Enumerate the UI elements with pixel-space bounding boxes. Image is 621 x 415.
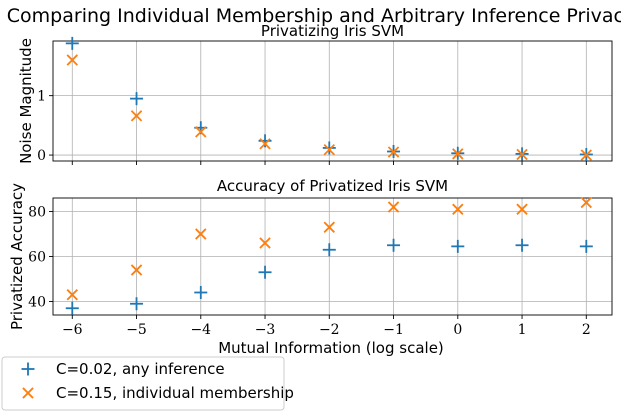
x-tick-label: −4 — [190, 322, 211, 338]
x-marker-b — [452, 203, 464, 215]
data-point — [452, 148, 464, 160]
data-point — [259, 138, 271, 150]
legend: C=0.02, any inference C=0.15, individual … — [1, 356, 294, 411]
legend-marker — [21, 362, 35, 376]
legend-box — [1, 356, 285, 411]
data-point — [258, 265, 272, 279]
y-tick-label: 1 — [37, 89, 46, 105]
x-marker-b — [130, 264, 143, 276]
x-marker-b — [22, 387, 34, 399]
series-1 — [65, 36, 593, 161]
x-tick-label: −5 — [126, 322, 147, 338]
figure-title: Comparing Individual Membership and Arbi… — [7, 5, 621, 27]
y-tick-label: 0 — [37, 148, 46, 164]
data-point — [579, 239, 593, 253]
x-marker-b — [259, 237, 271, 249]
data-point — [323, 144, 335, 156]
data-point — [451, 239, 465, 253]
data-point — [194, 286, 208, 299]
x-axis-label: Mutual Information (log scale) — [218, 339, 444, 357]
data-point — [516, 203, 528, 215]
data-point — [452, 203, 464, 215]
legend-label: C=0.02, any inference — [56, 360, 225, 378]
data-point — [323, 221, 335, 233]
y-axis-label: Noise Magnitude — [17, 38, 35, 164]
data-point — [195, 228, 207, 240]
series-1 — [65, 238, 593, 315]
data-point — [130, 110, 143, 122]
data-point — [65, 301, 79, 315]
series-2 — [66, 196, 593, 301]
x-marker-b — [195, 126, 207, 138]
noise-magnitude-panel: 0 1 Privatizing Iris SVM Noise Magnitude — [17, 22, 613, 165]
x-marker-b — [387, 201, 400, 213]
data-point — [66, 289, 78, 301]
x-marker-b — [195, 228, 207, 240]
data-point — [258, 134, 272, 148]
x-marker-b — [259, 138, 271, 150]
x-tick-label: −3 — [255, 322, 276, 338]
data-point — [259, 237, 271, 249]
x-marker-b — [66, 54, 78, 66]
x-marker-b — [580, 149, 593, 161]
data-point — [580, 196, 593, 209]
data-point — [130, 297, 144, 311]
x-tick-label: −2 — [319, 322, 340, 338]
data-point — [130, 92, 144, 106]
y-tick-label: 80 — [28, 205, 46, 221]
x-tick-label: −1 — [383, 322, 404, 338]
x-marker-b — [387, 146, 400, 158]
x-tick-label: 0 — [453, 322, 462, 338]
panel-title: Accuracy of Privatized Iris SVM — [217, 177, 448, 195]
data-point — [387, 201, 400, 213]
data-point — [322, 141, 336, 155]
data-point — [516, 148, 528, 161]
data-point — [65, 36, 79, 50]
plot-frame — [52, 40, 613, 162]
x-marker-b — [323, 221, 335, 233]
y-tick-label: 40 — [28, 295, 46, 311]
data-point — [387, 146, 400, 158]
x-tick-label: −6 — [62, 322, 83, 338]
y-tick-label: 60 — [28, 250, 46, 266]
x-marker-b — [516, 203, 528, 215]
data-point — [580, 149, 593, 161]
x-marker-b — [323, 144, 335, 156]
plot-frame — [52, 197, 613, 316]
x-marker-b — [130, 110, 143, 122]
data-point — [130, 264, 143, 276]
series-2 — [66, 54, 593, 161]
data-point — [515, 238, 529, 252]
legend-marker — [22, 387, 34, 399]
y-axis-label: Privatized Accuracy — [8, 183, 26, 330]
x-marker-b — [516, 148, 528, 161]
data-point — [195, 126, 207, 138]
x-marker-b — [66, 289, 78, 301]
panel-title: Privatizing Iris SVM — [261, 22, 404, 40]
x-marker-b — [580, 196, 593, 209]
x-marker-b — [452, 148, 464, 160]
data-point — [387, 238, 401, 252]
data-point — [322, 243, 336, 257]
privatized-accuracy-panel: −6 −5 −4 −3 −2 −1 0 1 2 40 60 80 Accuracy of Privati… — [8, 177, 613, 338]
x-tick-label: 2 — [582, 322, 591, 338]
x-tick-label: 1 — [518, 322, 527, 338]
legend-label: C=0.15, individual membership — [56, 384, 294, 402]
data-point — [66, 54, 78, 66]
